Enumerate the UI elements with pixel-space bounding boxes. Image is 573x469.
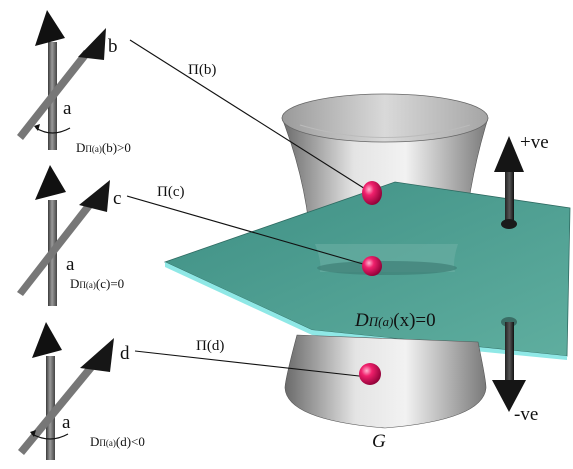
label-negative: -ve	[514, 404, 538, 425]
rod-pair-b	[17, 10, 106, 150]
projection-line-b	[129, 39, 371, 193]
point-pi-c	[362, 256, 382, 276]
point-pi-b	[362, 181, 382, 205]
surface-g-lower	[284, 334, 487, 429]
condition-b: DΠ(a)(b)>0	[76, 140, 131, 155]
label-c: c	[113, 188, 121, 209]
condition-c: DΠ(a)(c)=0	[70, 276, 124, 291]
label-b: b	[108, 36, 118, 57]
point-pi-d	[359, 363, 381, 385]
label-pi-b: Π(b)	[188, 62, 216, 78]
label-pi-d: Π(d)	[196, 338, 224, 354]
label-surface-g: G	[372, 431, 386, 452]
rod-pair-d	[18, 322, 114, 460]
projection-line-c	[126, 195, 371, 267]
up-arrow	[494, 136, 524, 229]
projection-line-d	[134, 350, 369, 378]
label-pi-c: Π(c)	[157, 184, 184, 200]
condition-d: DΠ(a)(d)<0	[90, 434, 145, 449]
label-a-bot: a	[62, 412, 71, 433]
label-d: d	[120, 343, 130, 364]
rod-pair-c	[17, 165, 110, 306]
label-a-mid: a	[66, 254, 75, 275]
down-arrow	[492, 317, 526, 412]
label-a-top: a	[63, 98, 72, 119]
label-positive: +ve	[520, 132, 549, 153]
plane-equation: DΠ(a)(x)=0	[354, 310, 436, 331]
